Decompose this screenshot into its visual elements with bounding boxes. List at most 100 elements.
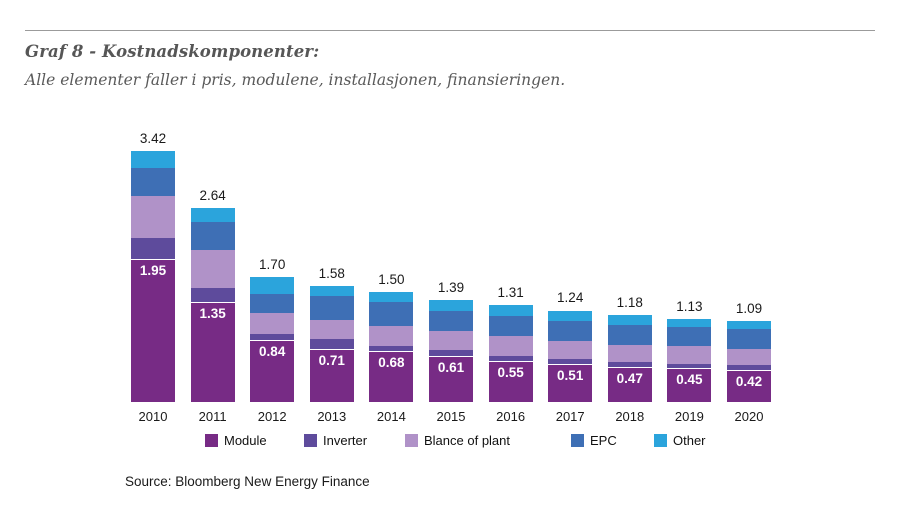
bar-segment-other (309, 285, 354, 296)
bar-total-label: 3.42 (139, 131, 167, 147)
bar-2014: 0.68 (369, 291, 414, 402)
segment-separator (429, 356, 473, 358)
bar-2018: 0.47 (607, 314, 652, 402)
segment-separator (309, 349, 354, 351)
segment-separator (607, 366, 652, 368)
x-axis-label-2013: 2013 (317, 409, 347, 424)
bar-segment-epc (250, 293, 295, 313)
bar-segment-inverter (429, 349, 473, 357)
bar-segment-other (190, 208, 235, 223)
bar-2019: 0.45 (667, 318, 712, 402)
bar-total-label: 1.39 (437, 279, 465, 295)
bar-segment-other (488, 305, 533, 317)
segment-separator (250, 339, 295, 341)
legend-swatch (405, 433, 418, 447)
bar-module-label: 0.55 (497, 364, 524, 380)
bar-2010: 1.95 (131, 151, 175, 402)
bar-segment-epc (309, 295, 354, 320)
segment-separator (369, 351, 414, 353)
x-axis-label-2015: 2015 (436, 409, 466, 424)
bar-segment-inverter (369, 345, 414, 352)
bar-module-label: 0.61 (437, 360, 465, 376)
bar-module-label: 0.45 (676, 372, 703, 388)
bar-total-label: 1.18 (616, 294, 643, 310)
bar-2016: 0.55 (488, 305, 533, 402)
chart-title: Graf 8 - Kostnadskomponenter: (25, 42, 320, 61)
bar-segment-module (309, 350, 354, 402)
x-axis-label-2020: 2020 (734, 409, 764, 424)
bar-segment-blance-of-plant (250, 312, 295, 334)
bar-segment-module (250, 340, 295, 402)
segment-separator (190, 302, 235, 304)
x-axis-label-2017: 2017 (555, 409, 585, 424)
x-axis-label-2019: 2019 (674, 409, 704, 424)
bar-segment-module (548, 364, 593, 402)
legend-swatch (654, 433, 667, 447)
bar-segment-epc (667, 327, 712, 346)
bar-segment-blance-of-plant (131, 195, 175, 238)
bar-total-label: 2.64 (199, 188, 226, 204)
segment-separator (727, 370, 771, 372)
bar-2011: 1.35 (190, 208, 235, 402)
bar-segment-epc (607, 325, 652, 345)
bar-segment-module (667, 369, 712, 402)
bar-segment-other (607, 314, 652, 326)
bar-segment-epc (131, 168, 175, 196)
bar-module-label: 0.42 (735, 374, 763, 390)
bar-segment-other (131, 151, 175, 169)
bar-segment-blance-of-plant (488, 336, 533, 356)
bar-segment-other (727, 321, 771, 330)
bar-segment-inverter (548, 359, 593, 364)
bar-segment-module (369, 352, 414, 402)
bar-segment-module (727, 371, 771, 402)
bar-total-label: 1.09 (735, 301, 763, 317)
segment-separator (667, 368, 712, 370)
bar-segment-inverter (607, 362, 652, 367)
bar-segment-blance-of-plant (429, 330, 473, 350)
bar-segment-blance-of-plant (548, 341, 593, 360)
bar-segment-inverter (727, 365, 771, 371)
bar-segment-blance-of-plant (727, 349, 771, 366)
bar-total-label: 1.13 (676, 298, 703, 314)
bar-total-label: 1.58 (318, 265, 345, 281)
bar-total-label: 1.31 (497, 285, 524, 301)
bar-segment-module (429, 357, 473, 402)
bar-module-label: 1.35 (199, 306, 226, 322)
bar-module-label: 1.95 (139, 262, 167, 278)
source-note: Source: Bloomberg New Energy Finance (125, 474, 370, 489)
bar-segment-other (548, 310, 593, 322)
bar-module-label: 0.68 (378, 355, 405, 371)
bar-segment-inverter (190, 287, 235, 303)
bar-segment-epc (727, 329, 771, 350)
bar-segment-module (488, 361, 533, 402)
segment-separator (548, 363, 593, 365)
top-divider (25, 30, 875, 31)
x-axis-label-2010: 2010 (138, 409, 168, 424)
bar-segment-inverter (667, 363, 712, 369)
bar-segment-blance-of-plant (369, 325, 414, 346)
legend-label: Module (224, 432, 267, 448)
bar-segment-epc (488, 316, 533, 337)
bar-segment-module (607, 367, 652, 402)
bar-2015: 0.61 (429, 299, 473, 402)
bar-segment-other (250, 276, 295, 294)
legend-label: Other (673, 432, 706, 448)
x-axis-label-2016: 2016 (496, 409, 526, 424)
bar-segment-blance-of-plant (190, 249, 235, 288)
bar-total-label: 1.50 (378, 271, 405, 287)
x-axis-label-2014: 2014 (376, 409, 406, 424)
bar-segment-epc (429, 311, 473, 331)
bar-segment-other (429, 299, 473, 312)
bar-segment-inverter (309, 338, 354, 350)
bar-module-label: 0.84 (259, 343, 286, 359)
legend-label: Inverter (323, 432, 368, 448)
legend-item-module: Module (205, 432, 267, 448)
bar-segment-epc (190, 222, 235, 250)
legend-swatch (304, 433, 317, 447)
bar-segment-epc (369, 302, 414, 326)
legend-swatch (205, 433, 218, 447)
legend-item-other: Other (654, 432, 706, 448)
bar-module-label: 0.71 (318, 353, 345, 369)
